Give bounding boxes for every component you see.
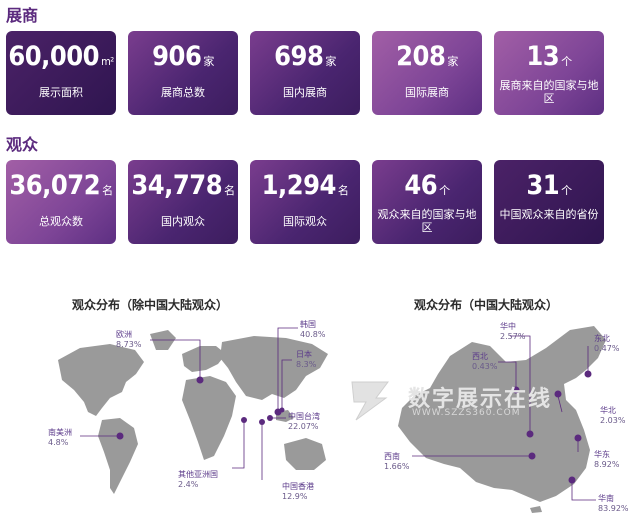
stat-value: 698 家 xyxy=(274,41,336,72)
china-map-callouts xyxy=(412,335,596,501)
africa-shape xyxy=(182,376,236,460)
marker-southwest xyxy=(528,452,536,460)
china-label-southwest: 西南 1.66% xyxy=(384,452,410,471)
australia-shape xyxy=(284,438,326,470)
world-map-title: 观众分布（除中国大陆观众） xyxy=(72,298,229,312)
stat-value: 906 家 xyxy=(152,41,214,72)
marker-northeast xyxy=(584,370,592,378)
leader-line-northwest xyxy=(498,361,517,388)
stat-card-visitors-total: 36,072 名 总观众数 xyxy=(6,160,116,244)
marker-europe xyxy=(196,376,204,384)
leader-line-korea xyxy=(277,327,298,412)
stat-card-domestic-visitors: 34,778 名 国内观众 xyxy=(128,160,238,244)
stat-label: 国际观众 xyxy=(283,215,327,228)
world-label-japan: 日本 8.3% xyxy=(296,350,317,369)
stat-label: 国内展商 xyxy=(283,86,327,99)
hainan-shape xyxy=(530,506,542,513)
stat-label: 总观众数 xyxy=(39,215,83,228)
north-america-shape xyxy=(58,344,144,416)
world-label-south-america: 南美洲 4.8% xyxy=(48,428,72,447)
watermark-text: 数字展示在线 xyxy=(408,387,553,412)
world-label-hongkong: 中国香港 12.9% xyxy=(282,482,314,501)
stat-card-exhibitors-total: 906 家 展商总数 xyxy=(128,31,238,115)
stat-card-intl-visitors: 1,294 名 国际观众 xyxy=(250,160,360,244)
leader-line-japan xyxy=(281,359,292,412)
world-map xyxy=(58,330,328,494)
marker-south-america xyxy=(116,432,124,440)
world-label-taiwan: 中国台湾 22.07% xyxy=(288,412,320,431)
stat-label: 展商总数 xyxy=(161,86,205,99)
stat-card-visitor-provinces: 31 个 中国观众来自的省份 xyxy=(494,160,604,244)
world-label-korea: 韩国 40.8% xyxy=(300,320,326,339)
leader-line-north xyxy=(557,395,563,413)
china-label-northeast: 东北 0.47% xyxy=(594,334,620,353)
china-shape xyxy=(398,326,606,502)
section-title-exhibitors: 展商 xyxy=(6,6,39,25)
stat-card-domestic-exhibitors: 698 家 国内展商 xyxy=(250,31,360,115)
china-label-east: 华东 8.92% xyxy=(594,450,620,469)
stat-value: 46 个 xyxy=(404,170,450,201)
stat-value: 208 家 xyxy=(396,41,458,72)
stat-label: 国内观众 xyxy=(161,215,205,228)
europe-shape xyxy=(182,346,226,372)
stat-card-exhibitor-countries: 13 个 展商来自的国家与地区 xyxy=(494,31,604,115)
world-label-other-asia: 其他亚洲国 2.4% xyxy=(178,470,218,489)
world-label-europe: 欧洲 8.73% xyxy=(116,330,142,349)
stat-label: 观众来自的国家与地区 xyxy=(377,208,477,234)
china-map-title: 观众分布（中国大陆观众） xyxy=(414,298,559,312)
stat-value: 36,072 名 xyxy=(9,170,113,201)
stat-card-intl-exhibitors: 208 家 国际展商 xyxy=(372,31,482,115)
marker-hongkong xyxy=(259,419,265,425)
marker-other-asia xyxy=(241,417,247,423)
leader-line-europe xyxy=(150,339,201,378)
marker-north xyxy=(554,390,562,398)
stat-value: 13 个 xyxy=(526,41,572,72)
watermark-logo-icon xyxy=(351,381,389,421)
leader-line-south xyxy=(571,482,596,501)
china-label-northwest: 西北 0.43% xyxy=(472,352,498,371)
marker-northwest xyxy=(512,386,520,394)
stat-card-visitor-countries: 46 个 观众来自的国家与地区 xyxy=(372,160,482,244)
watermark-url: WWW.SZZS360.COM xyxy=(412,408,521,418)
marker-central xyxy=(526,430,534,438)
stat-value: 60,000 m² xyxy=(8,41,114,72)
stat-label: 展示面积 xyxy=(39,86,83,99)
south-america-shape xyxy=(98,418,138,494)
china-map xyxy=(398,326,606,513)
stat-value: 1,294 名 xyxy=(261,170,349,201)
leader-line-other-asia xyxy=(232,420,245,469)
world-map-callouts xyxy=(80,327,298,480)
section-title-visitors: 观众 xyxy=(6,135,39,154)
china-label-south: 华南 83.92% xyxy=(598,494,629,513)
leader-line-central xyxy=(510,335,531,434)
stat-value: 34,778 名 xyxy=(131,170,235,201)
asia-shape xyxy=(220,336,328,400)
stat-label: 国际展商 xyxy=(405,86,449,99)
china-label-central: 华中 2.57% xyxy=(500,322,526,341)
marker-taiwan xyxy=(267,415,273,421)
marker-east xyxy=(574,434,582,442)
marker-south xyxy=(568,476,576,484)
stat-value: 31 个 xyxy=(526,170,572,201)
stat-label: 中国观众来自的省份 xyxy=(499,208,599,221)
stat-label: 展商来自的国家与地区 xyxy=(499,79,599,105)
stat-card-area: 60,000 m² 展示面积 xyxy=(6,31,116,115)
china-label-north: 华北 2.03% xyxy=(600,406,626,425)
marker-japan xyxy=(279,407,285,413)
